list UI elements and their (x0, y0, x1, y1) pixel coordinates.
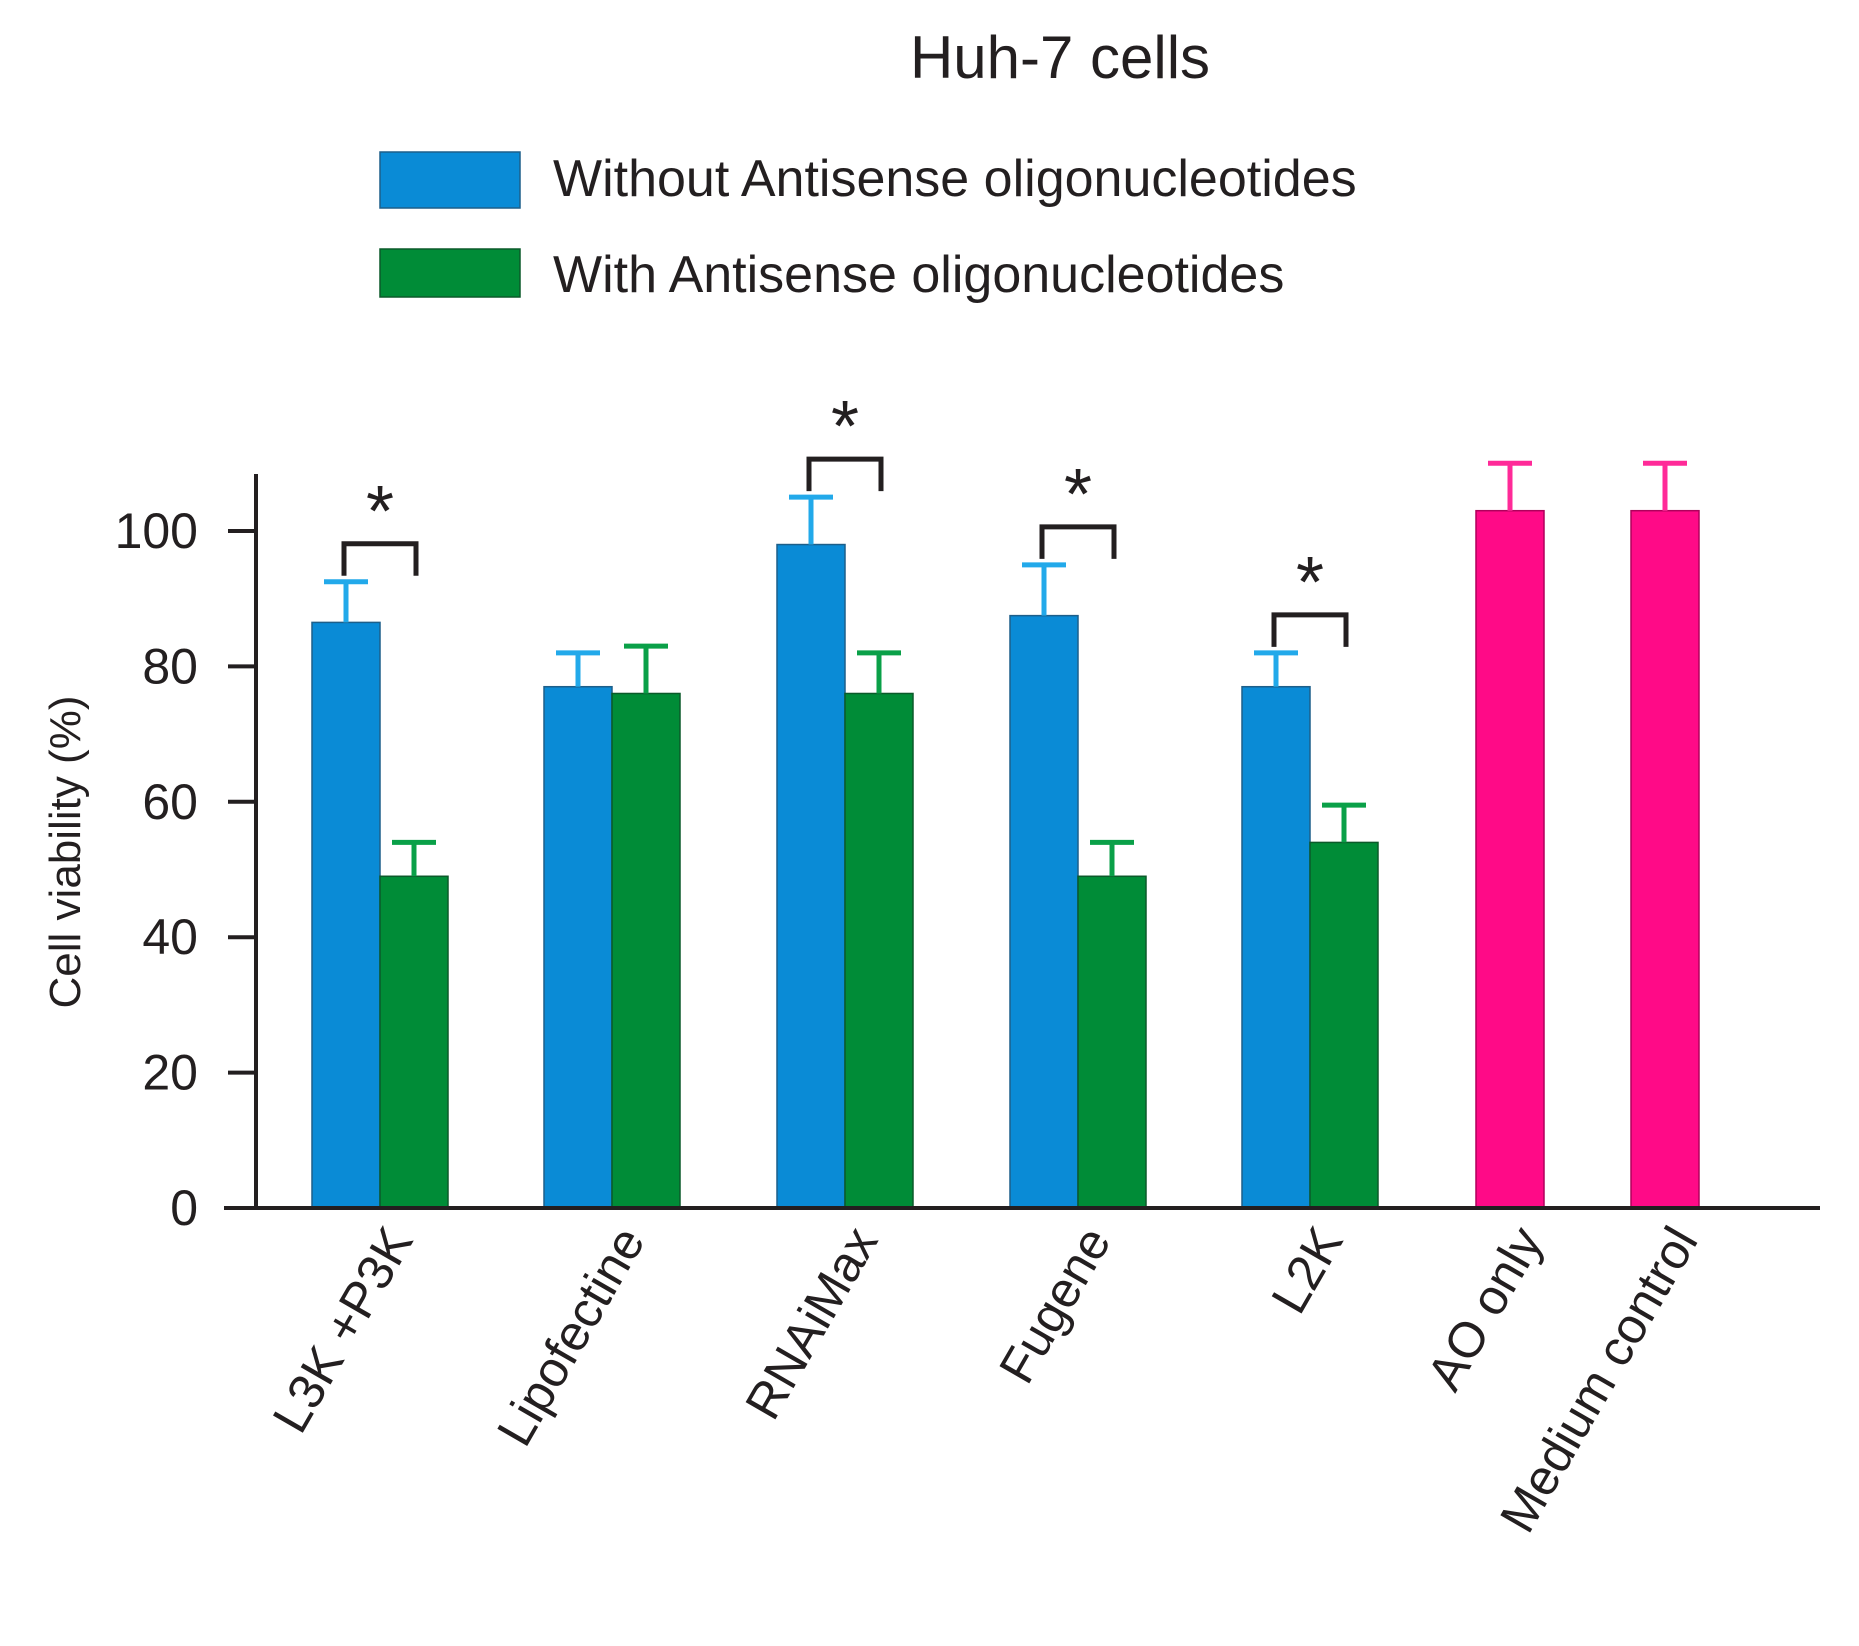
bar-rnaimax-without (776, 543, 846, 1209)
category-label-l2k: L2K (1261, 1218, 1354, 1323)
bar-lipofectine-without (543, 685, 613, 1209)
significance-bracket-fugene (1039, 524, 1117, 559)
category-label-lipofectine: Lipofectine (486, 1218, 655, 1455)
legend-swatch-without (379, 151, 521, 209)
significance-bracket-l2k (1271, 612, 1349, 647)
significance-brackets: * * * * (341, 387, 1349, 647)
legend-swatch-with (379, 248, 521, 298)
y-axis-label: Cell viability (%) (41, 696, 90, 1009)
bar-l2k-with (1309, 841, 1379, 1209)
significance-star-l3k-p3k: * (366, 472, 394, 552)
category-label-rnaimax: RNAiMax (734, 1218, 888, 1429)
bar-medium-control-control (1630, 509, 1700, 1209)
category-label-ao-only: AO only (1416, 1218, 1553, 1400)
y-tick-label: 0 (170, 1180, 198, 1236)
y-tick-label: 20 (142, 1045, 198, 1101)
bar-fugene-without (1009, 614, 1079, 1209)
chart-title: Huh-7 cells (910, 24, 1210, 91)
bars (311, 509, 1700, 1209)
bar-l2k-without (1241, 685, 1311, 1209)
y-axis-ticks: 0 20 40 60 80 100 (115, 503, 256, 1236)
bar-l3k-p3k-without (311, 621, 381, 1209)
y-tick-label: 100 (115, 503, 198, 559)
significance-star-rnaimax: * (831, 387, 859, 467)
category-labels: L3K +P3K Lipofectine RNAiMax Fugene L2K AO on… (262, 1218, 1709, 1542)
bar-ao-only-control (1475, 509, 1545, 1209)
bar-fugene-with (1077, 875, 1147, 1209)
significance-star-fugene: * (1064, 455, 1092, 535)
y-tick-label: 60 (142, 774, 198, 830)
bar-lipofectine-with (611, 692, 681, 1209)
y-tick-label: 40 (142, 909, 198, 965)
legend-label-with: With Antisense oligonucleotides (553, 246, 1284, 304)
bar-l3k-p3k-with (379, 875, 449, 1209)
y-tick-label: 80 (142, 638, 198, 694)
significance-star-l2k: * (1296, 543, 1324, 623)
category-label-l3k-p3k: L3K +P3K (262, 1218, 424, 1442)
bar-rnaimax-with (844, 692, 914, 1209)
category-label-fugene: Fugene (988, 1218, 1121, 1393)
significance-bracket-rnaimax (806, 456, 884, 492)
legend-label-without: Without Antisense oligonucleotides (553, 150, 1357, 208)
error-bars (324, 460, 1687, 877)
significance-bracket-l3k-p3k (341, 541, 419, 576)
